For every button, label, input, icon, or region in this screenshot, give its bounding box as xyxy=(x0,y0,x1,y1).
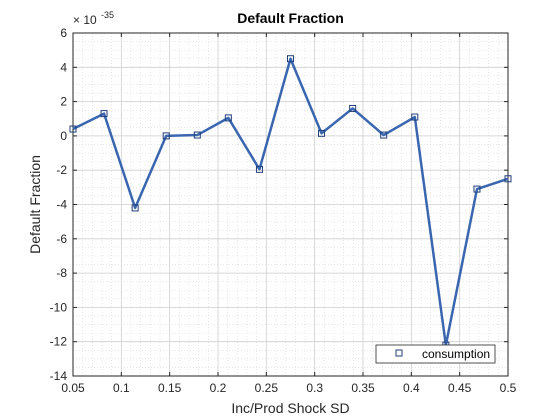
y-tick-label: 0 xyxy=(60,129,67,143)
y-exponent: × 10 -35 xyxy=(73,10,114,27)
data-point xyxy=(349,104,357,112)
x-tick-label: 0.45 xyxy=(448,381,472,395)
data-point xyxy=(318,129,326,137)
series-line-consumption xyxy=(72,57,509,347)
x-axis-ticks: 0.05 0.1 0.15 0.2 0.25 0.3 0.35 0.4 0.45 0.5 xyxy=(61,33,517,395)
data-point xyxy=(504,175,512,183)
data-point xyxy=(255,165,263,173)
x-axis-label: Inc/Prod Shock SD xyxy=(231,400,349,416)
y-axis-ticks: -14 -12 -10 -8 -6 -4 -2 0 2 4 6 xyxy=(50,26,508,383)
legend-box xyxy=(375,344,496,364)
y-tick-label: -10 xyxy=(50,300,68,314)
data-point xyxy=(287,55,294,63)
legend: consumption xyxy=(375,344,496,364)
x-tick-label: 0.2 xyxy=(210,381,227,395)
data-point xyxy=(100,110,108,118)
data-point xyxy=(473,185,481,193)
y-tick-label: -8 xyxy=(56,266,67,280)
y-tick-label: -6 xyxy=(56,232,67,246)
chart-title: Default Fraction xyxy=(237,10,344,26)
data-point xyxy=(69,125,77,133)
data-point xyxy=(380,131,388,139)
data-point xyxy=(224,114,232,122)
y-tick-label: -4 xyxy=(56,198,67,212)
x-tick-label: 0.4 xyxy=(403,381,420,395)
y-tick-label: -14 xyxy=(50,369,68,383)
y-axis-label: Default Fraction xyxy=(27,155,43,254)
y-tick-label: -12 xyxy=(50,335,68,349)
legend-marker xyxy=(395,349,403,357)
data-point xyxy=(131,204,139,212)
legend-entry-consumption: consumption xyxy=(422,347,490,361)
y-exponent-power: -35 xyxy=(101,10,114,20)
data-point xyxy=(193,131,201,139)
y-tick-label: 2 xyxy=(60,95,67,109)
x-tick-label: 0.35 xyxy=(351,381,375,395)
x-tick-label: 0.25 xyxy=(255,381,279,395)
y-tick-label: 4 xyxy=(60,60,67,74)
data-point xyxy=(162,132,170,140)
x-tick-label: 0.5 xyxy=(500,381,517,395)
y-tick-label: -2 xyxy=(56,163,67,177)
y-exponent-base: × 10 xyxy=(73,13,97,27)
data-point xyxy=(411,113,419,121)
x-tick-label: 0.05 xyxy=(61,381,85,395)
x-tick-label: 0.15 xyxy=(158,381,182,395)
y-tick-label: 6 xyxy=(60,26,67,40)
x-tick-label: 0.1 xyxy=(113,381,130,395)
x-tick-label: 0.3 xyxy=(306,381,323,395)
series-layer xyxy=(69,55,512,349)
major-grid xyxy=(72,32,509,377)
